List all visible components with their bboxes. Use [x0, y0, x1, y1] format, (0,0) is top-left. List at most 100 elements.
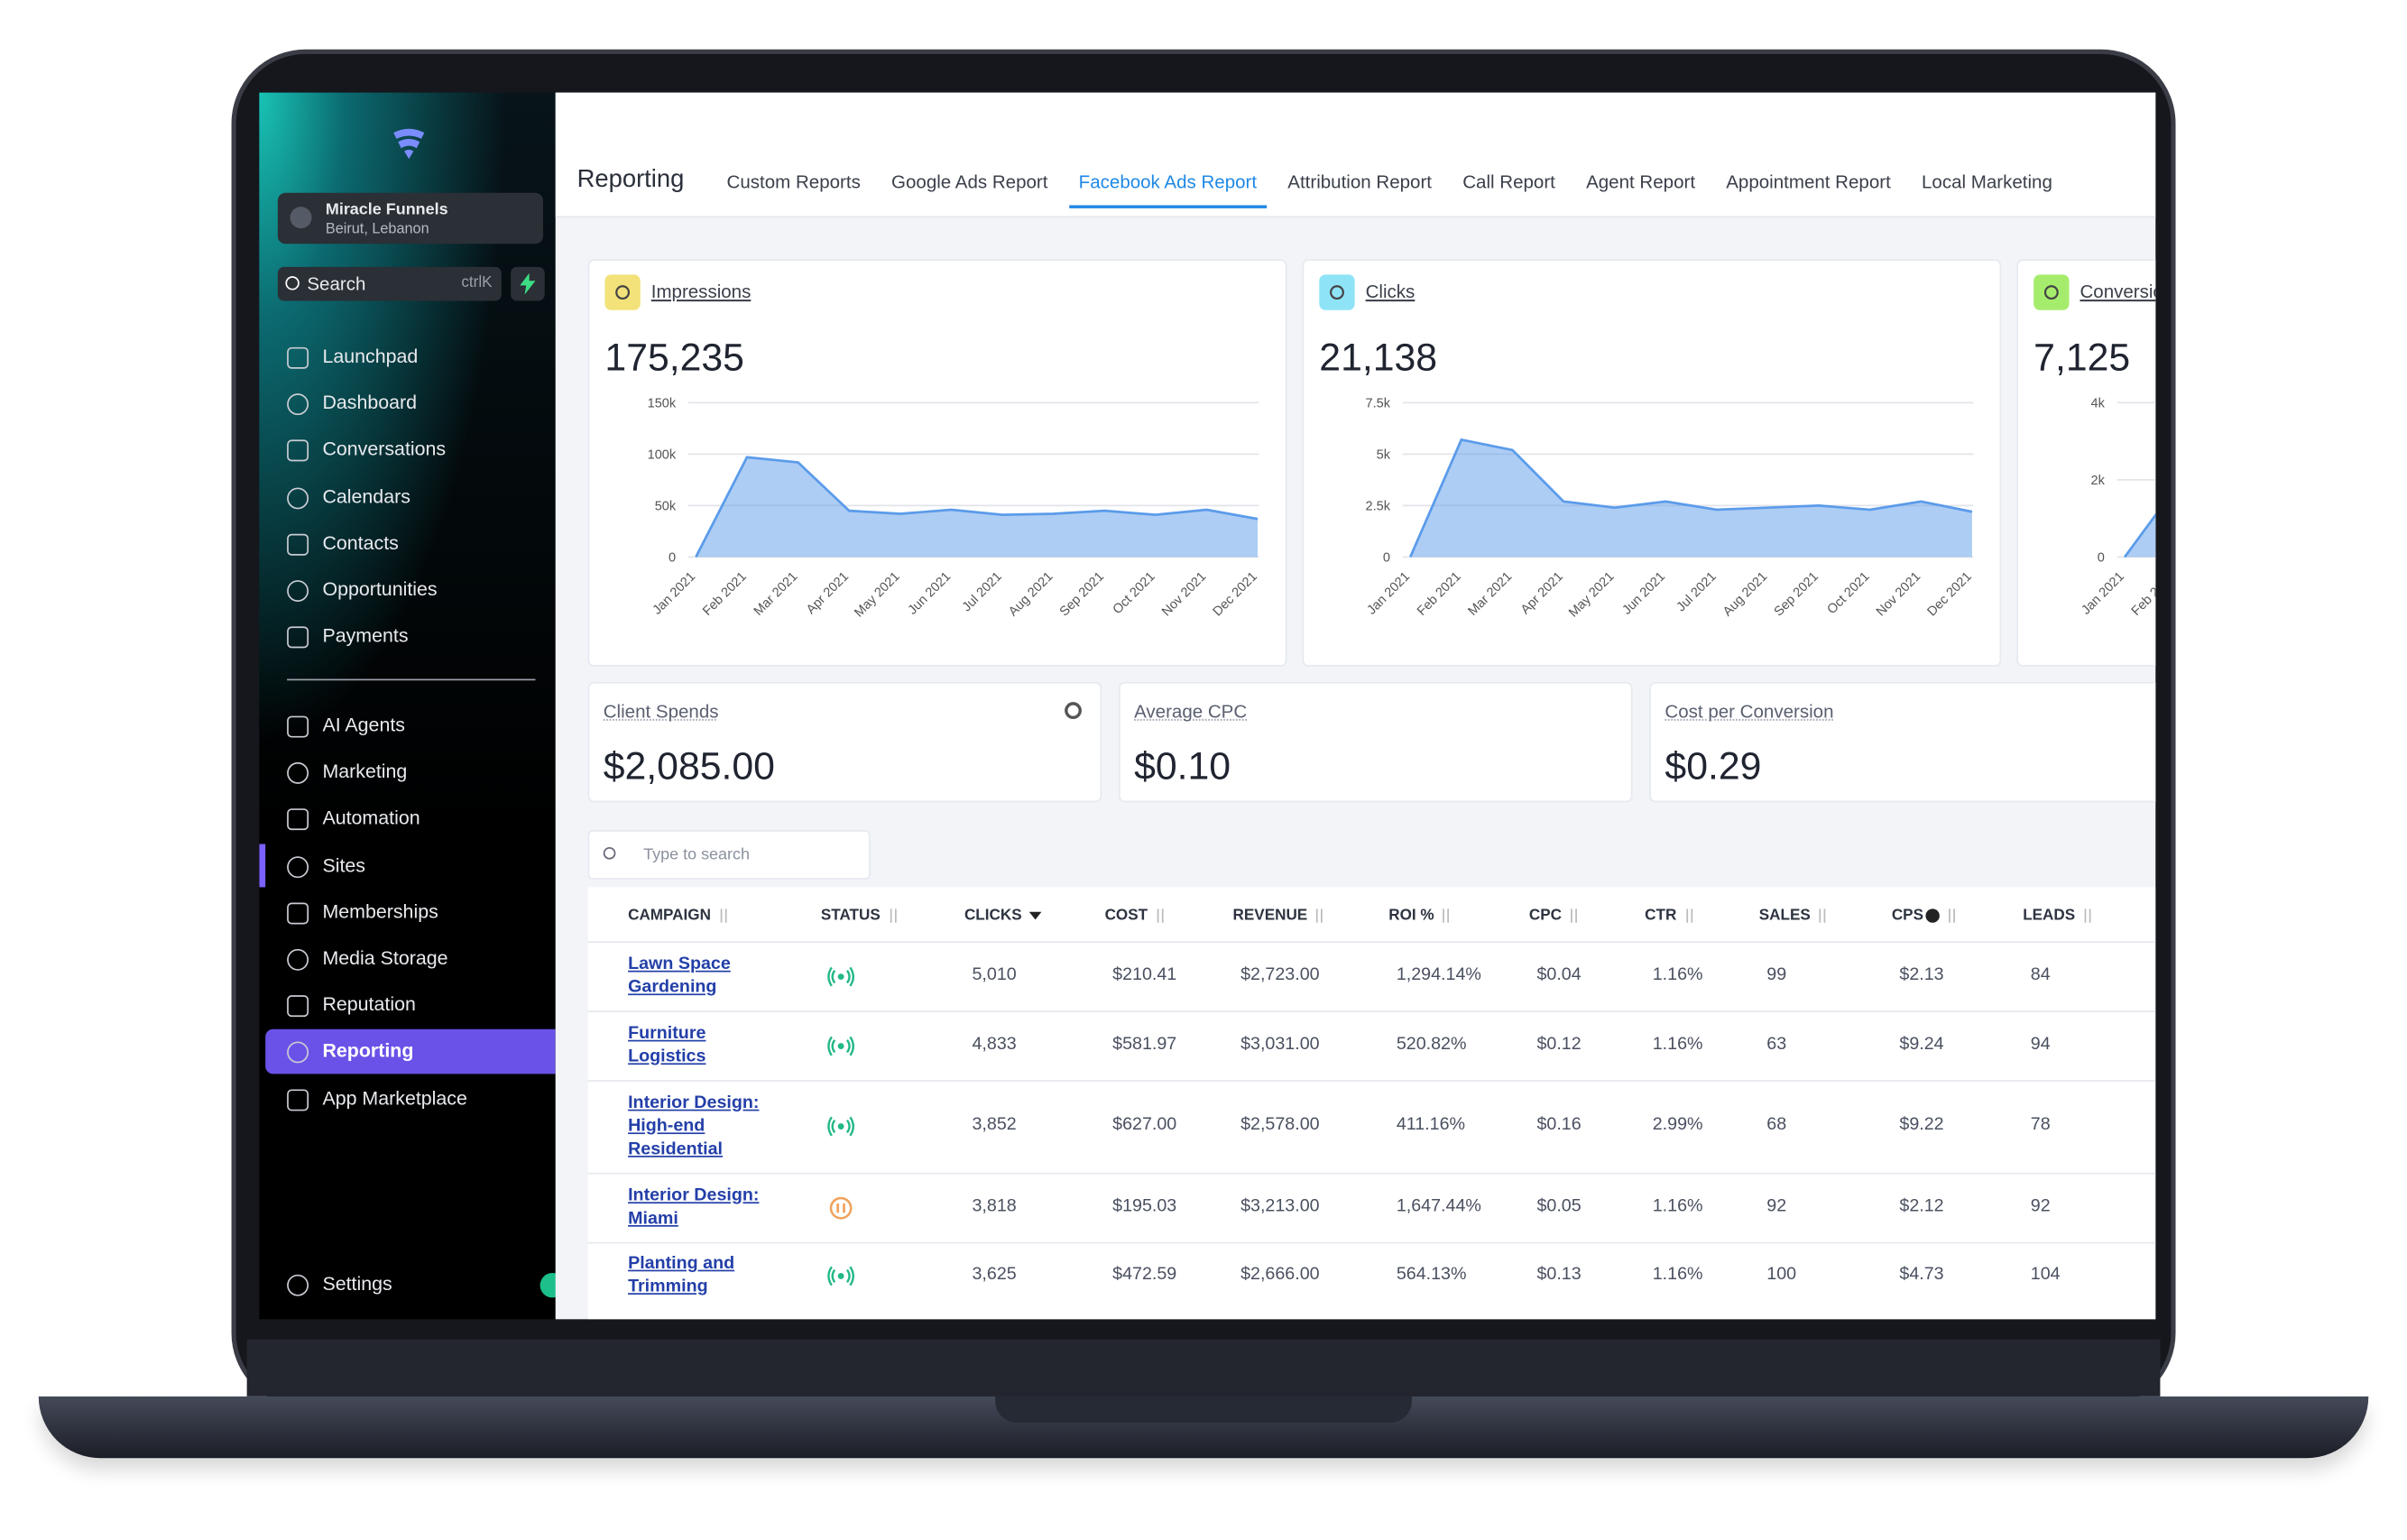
x-tick-label: Jul 2021: [1674, 569, 1720, 614]
nav-item[interactable]: Sites: [322, 853, 365, 876]
table-cell: 564.13%: [1396, 1265, 1467, 1284]
x-tick-label: Sep 2021: [1057, 569, 1107, 619]
main-content: Reporting Custom Reports Google Ads Repor…: [555, 92, 2156, 1320]
kpi-card: Average CPC $0.10: [1118, 681, 1633, 803]
table-cell: $9.22: [1899, 1115, 1944, 1135]
x-tick-label: Feb 2021: [2129, 569, 2155, 619]
column-header[interactable]: REVENUE: [1233, 908, 1325, 924]
pause-bars: [836, 1203, 845, 1213]
campaign-link[interactable]: Lawn Space Gardening: [628, 954, 731, 996]
table-cell: $3,031.00: [1240, 1034, 1320, 1054]
tab[interactable]: Google Ads Report: [891, 171, 1048, 193]
campaign-table: CAMPAIGN STATUS CLICKS COST REVENUE ROI % CPC C…: [587, 887, 2156, 1320]
column-title: SALES: [1758, 907, 1811, 925]
search-placeholder: Type to search: [643, 845, 750, 864]
tabs: Custom Reports Google Ads Report Facebook …: [726, 171, 2052, 208]
nav-item[interactable]: Reporting: [322, 1040, 414, 1063]
campaign-link[interactable]: Planting and Trimming: [628, 1254, 735, 1296]
column-header[interactable]: CPS: [1891, 907, 1956, 925]
tab[interactable]: Attribution Report: [1287, 171, 1432, 193]
table-cell: 411.16%: [1396, 1115, 1466, 1135]
x-tick-label: Mar 2021: [752, 569, 801, 619]
column-title: CPS: [1891, 907, 1923, 925]
column-header[interactable]: STATUS: [821, 908, 898, 924]
column-header[interactable]: CTR: [1645, 908, 1694, 924]
tab[interactable]: Agent Report: [1586, 171, 1696, 193]
nav-item[interactable]: Calendars: [322, 485, 410, 507]
table-search[interactable]: Type to search: [587, 830, 871, 880]
status-waves: [827, 1116, 854, 1137]
status-waves: [827, 1266, 854, 1286]
column-header[interactable]: CLICKS: [964, 908, 1042, 924]
column-header[interactable]: ROI %: [1388, 908, 1452, 924]
y-tick-label: 2k: [2091, 474, 2106, 488]
table-cell: 2.99%: [1652, 1115, 1703, 1135]
nav-item[interactable]: Memberships: [322, 900, 438, 923]
tab[interactable]: Custom Reports: [726, 171, 861, 193]
campaign-link[interactable]: Furniture Logistics: [628, 1023, 706, 1065]
kpi-card: Client Spends $2,085.00: [587, 681, 1102, 803]
status-waves: [827, 1035, 854, 1056]
status-dot: [837, 1123, 844, 1130]
nav-item[interactable]: Opportunities: [322, 578, 438, 601]
nav-item[interactable]: Reputation: [322, 993, 416, 1016]
nav-item[interactable]: Dashboard: [322, 392, 418, 414]
chart-icon: [2034, 274, 2070, 310]
area-line: [1408, 438, 1973, 558]
nav-item[interactable]: Conversations: [322, 438, 447, 461]
x-tick-label: Dec 2021: [1211, 569, 1260, 619]
column-header[interactable]: CAMPAIGN: [628, 907, 728, 925]
sort-icon: [1818, 908, 1828, 923]
nav-item[interactable]: Marketing: [322, 761, 408, 783]
account-switcher[interactable]: Miracle Funnels Beirut, Lebanon: [277, 192, 544, 244]
table-cell: $0.05: [1536, 1196, 1582, 1215]
sort-icon: [1569, 908, 1579, 923]
column-header[interactable]: SALES: [1758, 907, 1828, 925]
table-cell: 1.16%: [1652, 1196, 1703, 1215]
tab[interactable]: Local Marketing: [1921, 171, 2052, 193]
campaign-link[interactable]: Interior Design: Miami: [628, 1185, 760, 1228]
table-cell: $581.97: [1112, 1034, 1177, 1054]
x-tick-label: Nov 2021: [1874, 569, 1923, 619]
tab[interactable]: Call Report: [1462, 171, 1555, 193]
status-icon: [827, 1266, 854, 1286]
status-icon: [827, 1035, 854, 1056]
row-divider: [587, 1080, 2156, 1082]
search-shortcut: ctrlK: [461, 274, 493, 292]
nav-icon: [287, 440, 309, 463]
nav-icon: [287, 948, 309, 971]
nav-icon: [287, 346, 309, 369]
search-box[interactable]: Search ctrlK: [277, 266, 502, 301]
nav-item[interactable]: Payments: [322, 624, 409, 647]
table-cell: 4,833: [972, 1034, 1017, 1054]
kpi-card: Cost per Conversion $0.29: [1649, 681, 2156, 803]
settings-icon[interactable]: [1065, 702, 1082, 719]
table-cell: 1,647.44%: [1396, 1196, 1481, 1215]
x-tick-label: Oct 2021: [1111, 569, 1158, 617]
y-tick-label: 4k: [2091, 397, 2106, 411]
campaign-link[interactable]: Interior Design: High-end Residential: [628, 1093, 760, 1158]
nav-item[interactable]: App Marketplace: [322, 1087, 467, 1110]
table-cell: 84: [2030, 964, 2051, 984]
settings-link[interactable]: Settings: [322, 1272, 392, 1295]
nav-item[interactable]: Media Storage: [322, 947, 448, 970]
chart-card: Clicks 21,138 0 2.5k 5k 7.5k Jan 2021 Feb 2021 M…: [1302, 259, 2002, 667]
quick-action[interactable]: [511, 266, 545, 301]
tab[interactable]: Facebook Ads Report: [1069, 171, 1267, 208]
tab-underline: [1069, 205, 1267, 208]
column-header[interactable]: COST: [1105, 908, 1165, 924]
nav-item[interactable]: Launchpad: [322, 346, 419, 368]
nav-item[interactable]: Contacts: [322, 531, 399, 554]
column-header[interactable]: CPC: [1529, 908, 1579, 924]
nav-item[interactable]: AI Agents: [322, 714, 405, 736]
column-title: CAMPAIGN: [628, 907, 711, 925]
table-cell: $2.12: [1899, 1196, 1944, 1215]
nav-icon: [287, 762, 309, 785]
tab[interactable]: Appointment Report: [1726, 171, 1891, 193]
column-header[interactable]: LEADS: [2023, 908, 2093, 924]
nav-item[interactable]: Automation: [322, 807, 420, 830]
chart-title: Clicks: [1366, 281, 1416, 302]
nav-icon: [287, 715, 309, 738]
status-dot: [837, 973, 844, 980]
